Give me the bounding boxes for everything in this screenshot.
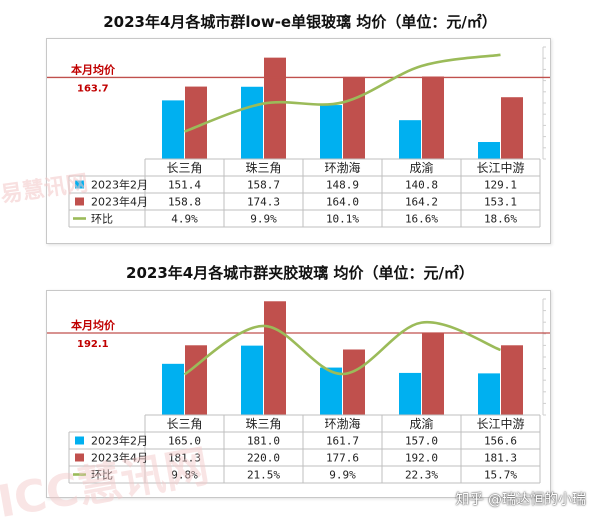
- bar-feb: [162, 363, 184, 415]
- category-label: 成渝: [409, 416, 433, 431]
- average-label: 本月均价: [71, 318, 116, 332]
- table-value: 129.1: [484, 179, 517, 192]
- bar-apr: [264, 301, 286, 415]
- legend-label: 2023年2月: [91, 178, 148, 192]
- legend-label: 2023年4月: [91, 195, 148, 209]
- bar-feb: [241, 345, 263, 415]
- legend-swatch: [75, 436, 84, 445]
- table-value: 192.0: [405, 452, 438, 465]
- table-value: 181.0: [247, 435, 280, 448]
- table-value: 16.6%: [405, 213, 438, 226]
- table-value: 161.7: [326, 435, 359, 448]
- legend-swatch: [75, 180, 84, 189]
- mom-line: [183, 320, 501, 376]
- average-value: 163.7: [77, 83, 109, 94]
- table-value: 9.9%: [250, 213, 277, 226]
- category-label: 珠三角: [245, 417, 281, 431]
- bar-apr: [501, 97, 523, 159]
- chart-title: 2023年4月各城市群low-e单银玻璃 均价（单位：元/㎡）: [103, 13, 497, 31]
- chart-panel: 本月均价 192.1 长三角 珠三角 环渤海 成渝 长江中游 2023年2月 165.0 181.…: [46, 290, 551, 498]
- table-value: 158.7: [247, 179, 280, 192]
- table-value: 181.3: [168, 452, 201, 465]
- bar-feb: [241, 86, 263, 159]
- table-value: 157.0: [405, 435, 438, 448]
- table-value: 220.0: [247, 452, 280, 465]
- bar-feb: [399, 120, 421, 159]
- bar-feb: [478, 373, 500, 415]
- table-value: 165.0: [168, 435, 201, 448]
- bar-apr: [185, 86, 207, 159]
- table-value: 140.8: [405, 179, 438, 192]
- category-label: 珠三角: [245, 161, 281, 175]
- chart-svg: 本月均价 192.1 长三角 珠三角 环渤海 成渝 长江中游 2023年2月 165.0 181.…: [47, 298, 550, 484]
- average-value: 192.1: [77, 339, 109, 350]
- table-value: 9.8%: [171, 469, 198, 482]
- bar-apr: [501, 345, 523, 415]
- bar-apr: [264, 57, 286, 159]
- legend-swatch: [75, 453, 84, 462]
- chart-title: 2023年4月各城市群夹胶玻璃 均价（单位：元/㎡）: [126, 264, 474, 282]
- category-label: 成渝: [409, 160, 433, 175]
- bar-apr: [343, 349, 365, 415]
- table-value: 181.3: [484, 452, 517, 465]
- table-value: 4.9%: [171, 213, 198, 226]
- table-value: 21.5%: [247, 469, 280, 482]
- average-label: 本月均价: [71, 62, 116, 76]
- category-label: 长江中游: [476, 160, 524, 175]
- table-value: 156.6: [484, 435, 517, 448]
- bar-feb: [162, 100, 184, 159]
- bar-apr: [185, 345, 207, 415]
- table-value: 22.3%: [405, 469, 438, 482]
- table-value: 18.6%: [484, 213, 517, 226]
- table-value: 10.1%: [326, 213, 359, 226]
- bar-feb: [320, 367, 342, 415]
- table-value: 153.1: [484, 196, 517, 209]
- table-value: 164.0: [326, 196, 359, 209]
- table-value: 151.4: [168, 179, 201, 192]
- table-value: 177.6: [326, 452, 359, 465]
- bar-feb: [399, 372, 421, 415]
- table-value: 174.3: [247, 196, 280, 209]
- category-label: 环渤海: [324, 416, 360, 431]
- bar-apr: [422, 76, 444, 159]
- table-value: 148.9: [326, 179, 359, 192]
- table-value: 158.8: [168, 196, 201, 209]
- category-label: 长三角: [166, 417, 202, 431]
- category-label: 环渤海: [324, 160, 360, 175]
- table-value: 15.7%: [484, 469, 517, 482]
- chart-svg: 本月均价 163.7 长三角 珠三角 环渤海 成渝 长江中游 2023年2月 151.4 158.…: [47, 46, 550, 228]
- category-label: 长三角: [166, 161, 202, 175]
- table-value: 164.2: [405, 196, 438, 209]
- credit-text: 知乎 @瑞达恒的小瑞: [455, 492, 586, 508]
- legend-label: 2023年2月: [91, 434, 148, 448]
- bar-feb: [478, 142, 500, 159]
- bar-feb: [320, 105, 342, 159]
- bar-apr: [422, 333, 444, 415]
- table-value: 9.9%: [329, 469, 356, 482]
- bar-apr: [343, 76, 365, 159]
- legend-swatch: [75, 197, 84, 206]
- category-label: 长江中游: [476, 416, 524, 431]
- legend-label: 2023年4月: [91, 451, 148, 465]
- mom-line: [184, 53, 501, 133]
- legend-label: 环比: [91, 469, 113, 482]
- legend-label: 环比: [91, 213, 113, 226]
- chart-panel: 本月均价 163.7 长三角 珠三角 环渤海 成渝 长江中游 2023年2月 151.4 158.…: [46, 38, 551, 244]
